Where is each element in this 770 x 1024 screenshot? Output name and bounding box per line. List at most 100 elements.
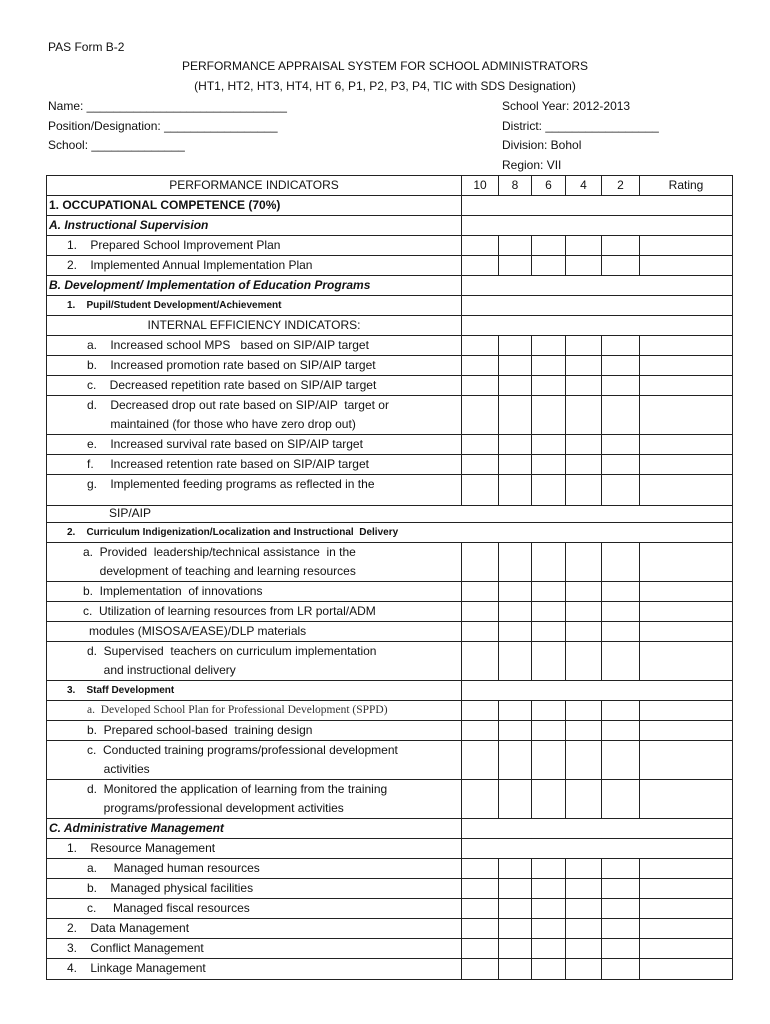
score-cell-10[interactable] xyxy=(461,918,499,939)
score-cell-rating[interactable] xyxy=(639,700,733,721)
score-cell-10[interactable] xyxy=(461,375,499,396)
score-cell-2[interactable] xyxy=(601,434,640,455)
score-cell-rating[interactable] xyxy=(639,474,733,506)
score-cell-2[interactable] xyxy=(601,255,640,276)
score-cell-rating[interactable] xyxy=(639,375,733,396)
score-cell-6[interactable] xyxy=(531,918,566,939)
score-cell-10[interactable] xyxy=(461,878,499,899)
score-cell-4[interactable] xyxy=(565,235,602,256)
score-cell-4[interactable] xyxy=(565,434,602,455)
score-cell-8[interactable] xyxy=(498,858,532,879)
score-cell-10[interactable] xyxy=(461,474,499,506)
score-cell-4[interactable] xyxy=(565,542,602,582)
score-cell-6[interactable] xyxy=(531,858,566,879)
score-cell-6[interactable] xyxy=(531,621,566,642)
score-cell-6[interactable] xyxy=(531,235,566,256)
score-cell-2[interactable] xyxy=(601,938,640,959)
score-cell-rating[interactable] xyxy=(639,858,733,879)
score-cell-4[interactable] xyxy=(565,740,602,780)
score-cell-4[interactable] xyxy=(565,601,602,622)
score-cell-2[interactable] xyxy=(601,601,640,622)
score-cell-8[interactable] xyxy=(498,740,532,780)
score-cell-4[interactable] xyxy=(565,779,602,819)
score-cell-2[interactable] xyxy=(601,720,640,741)
score-cell-4[interactable] xyxy=(565,581,602,602)
score-cell-10[interactable] xyxy=(461,581,499,602)
score-cell-2[interactable] xyxy=(601,395,640,435)
score-cell-4[interactable] xyxy=(565,918,602,939)
score-cell-2[interactable] xyxy=(601,898,640,919)
score-cell-2[interactable] xyxy=(601,454,640,475)
score-cell-6[interactable] xyxy=(531,601,566,622)
score-cell-6[interactable] xyxy=(531,958,566,980)
score-cell-rating[interactable] xyxy=(639,720,733,741)
position-field[interactable]: Position/Designation: _________________ xyxy=(48,119,278,133)
score-cell-8[interactable] xyxy=(498,601,532,622)
score-cell-8[interactable] xyxy=(498,335,532,356)
score-cell-6[interactable] xyxy=(531,641,566,681)
name-field[interactable]: Name: ______________________________ xyxy=(48,99,287,113)
score-cell-8[interactable] xyxy=(498,621,532,642)
score-cell-rating[interactable] xyxy=(639,641,733,681)
score-cell-10[interactable] xyxy=(461,355,499,376)
score-cell-10[interactable] xyxy=(461,335,499,356)
score-cell-6[interactable] xyxy=(531,255,566,276)
score-cell-6[interactable] xyxy=(531,474,566,506)
score-cell-2[interactable] xyxy=(601,335,640,356)
score-cell-10[interactable] xyxy=(461,601,499,622)
score-cell-4[interactable] xyxy=(565,454,602,475)
score-cell-4[interactable] xyxy=(565,335,602,356)
score-cell-6[interactable] xyxy=(531,581,566,602)
score-cell-4[interactable] xyxy=(565,641,602,681)
score-cell-8[interactable] xyxy=(498,641,532,681)
score-cell-10[interactable] xyxy=(461,542,499,582)
score-cell-10[interactable] xyxy=(461,454,499,475)
score-cell-rating[interactable] xyxy=(639,335,733,356)
score-cell-rating[interactable] xyxy=(639,255,733,276)
score-cell-2[interactable] xyxy=(601,375,640,396)
district-field[interactable]: District: _________________ xyxy=(502,119,659,133)
score-cell-4[interactable] xyxy=(565,898,602,919)
score-cell-rating[interactable] xyxy=(639,898,733,919)
score-cell-8[interactable] xyxy=(498,434,532,455)
score-cell-4[interactable] xyxy=(565,938,602,959)
score-cell-6[interactable] xyxy=(531,454,566,475)
score-cell-4[interactable] xyxy=(565,375,602,396)
score-cell-2[interactable] xyxy=(601,581,640,602)
score-cell-8[interactable] xyxy=(498,235,532,256)
score-cell-rating[interactable] xyxy=(639,454,733,475)
score-cell-10[interactable] xyxy=(461,434,499,455)
score-cell-8[interactable] xyxy=(498,958,532,980)
score-cell-6[interactable] xyxy=(531,355,566,376)
school-field[interactable]: School: ______________ xyxy=(48,138,185,152)
score-cell-8[interactable] xyxy=(498,938,532,959)
score-cell-10[interactable] xyxy=(461,395,499,435)
score-cell-6[interactable] xyxy=(531,375,566,396)
score-cell-2[interactable] xyxy=(601,621,640,642)
score-cell-10[interactable] xyxy=(461,720,499,741)
score-cell-4[interactable] xyxy=(565,700,602,721)
score-cell-8[interactable] xyxy=(498,355,532,376)
score-cell-8[interactable] xyxy=(498,542,532,582)
score-cell-6[interactable] xyxy=(531,878,566,899)
score-cell-4[interactable] xyxy=(565,621,602,642)
score-cell-rating[interactable] xyxy=(639,779,733,819)
score-cell-4[interactable] xyxy=(565,395,602,435)
score-cell-rating[interactable] xyxy=(639,542,733,582)
score-cell-2[interactable] xyxy=(601,355,640,376)
score-cell-10[interactable] xyxy=(461,779,499,819)
score-cell-6[interactable] xyxy=(531,335,566,356)
score-cell-8[interactable] xyxy=(498,700,532,721)
score-cell-2[interactable] xyxy=(601,474,640,506)
score-cell-6[interactable] xyxy=(531,720,566,741)
score-cell-6[interactable] xyxy=(531,542,566,582)
score-cell-6[interactable] xyxy=(531,898,566,919)
score-cell-2[interactable] xyxy=(601,641,640,681)
score-cell-rating[interactable] xyxy=(639,938,733,959)
score-cell-4[interactable] xyxy=(565,720,602,741)
score-cell-2[interactable] xyxy=(601,542,640,582)
score-cell-8[interactable] xyxy=(498,255,532,276)
score-cell-8[interactable] xyxy=(498,581,532,602)
score-cell-2[interactable] xyxy=(601,740,640,780)
score-cell-10[interactable] xyxy=(461,858,499,879)
